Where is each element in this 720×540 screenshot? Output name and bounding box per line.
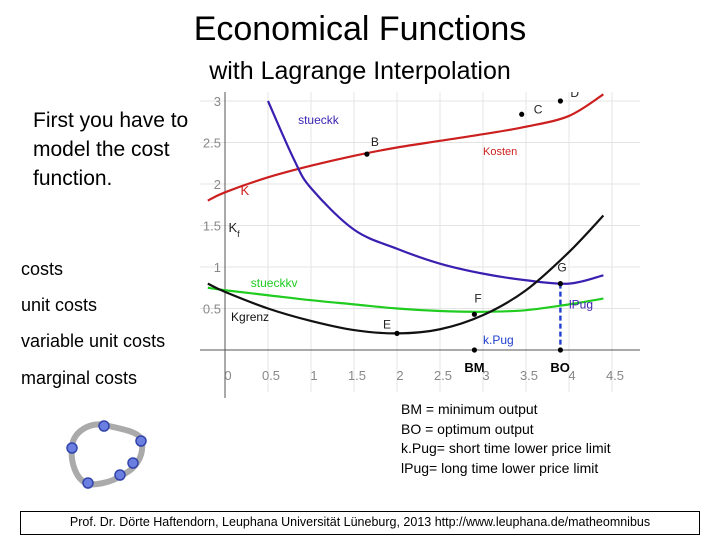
note-lpug: lPug= long time lower price limit	[401, 459, 599, 476]
note-bm: BM = minimum output	[401, 401, 538, 417]
x-tick-label: 0.5	[262, 368, 280, 383]
point-bo	[557, 347, 563, 353]
point-label-bo: BO	[550, 360, 570, 375]
note-bo: BO = optimum output	[401, 420, 534, 437]
point-label-f: F	[474, 291, 481, 305]
x-tick-label: 1.5	[348, 368, 366, 383]
point-label-bm: BM	[464, 360, 484, 375]
x-tick-label: 0	[224, 368, 231, 383]
note-kpug: k.Pug= short time lower price limit	[401, 440, 611, 456]
point-label-d: D	[570, 92, 579, 100]
y-tick-label: 1.5	[203, 219, 221, 234]
y-tick-label: 0.5	[203, 302, 221, 317]
legend-variable-unit-costs: variable unit costs	[21, 331, 166, 351]
x-tick-label: 3.5	[520, 368, 538, 383]
point-c	[519, 111, 525, 117]
y-tick-label: 3	[214, 94, 221, 109]
legend-costs: costs	[21, 259, 64, 279]
x-tick-label: 2.5	[434, 368, 452, 383]
x-tick-label: 4.5	[606, 368, 624, 383]
point-label-b: B	[371, 135, 379, 149]
curve-label-k: K	[240, 183, 249, 198]
curve-label-kpug: k.Pug	[483, 333, 514, 347]
x-tick-label: 2	[396, 368, 403, 383]
point-label-g: G	[557, 261, 566, 275]
abbreviation-notes: BM = minimum output BO = optimum output …	[401, 400, 611, 478]
x-tick-label: 4	[568, 368, 575, 383]
point-bm	[471, 347, 477, 353]
series-kosten	[207, 93, 604, 202]
point-e	[394, 330, 400, 336]
y-tick-label: 1	[214, 260, 221, 275]
curve-label-stueckkv: stueckkv	[251, 276, 298, 290]
footer-credit: Prof. Dr. Dörte Haftendorn, Leuphana Uni…	[20, 511, 700, 535]
legend-unit-costs: unit costs	[21, 295, 98, 315]
curve-label-kf: Kf	[228, 220, 240, 239]
curve-label-lpug: lPug	[569, 298, 593, 312]
point-g	[557, 281, 563, 287]
y-tick-label: 2.5	[203, 136, 221, 151]
x-tick-label: 1	[310, 368, 317, 383]
slide-title: Economical Functions	[193, 10, 527, 48]
series-stueckk	[266, 100, 604, 285]
point-label-c: C	[534, 102, 543, 116]
curve-label-stueckk: stueckk	[298, 113, 340, 127]
point-b	[364, 151, 370, 157]
cost-functions-chart: 0 0.5 1 1.5 2 2.5 3 3.5 4 4.5 0.5 1 1.5 2 2.5 3 B C D E F G B…	[200, 92, 640, 398]
point-d	[557, 98, 563, 104]
point-f	[471, 311, 477, 317]
interpolation-logo-icon	[66, 420, 147, 489]
intro-text: First you have to model the cost functio…	[33, 109, 189, 190]
series-stueckkv	[207, 286, 604, 313]
curve-label-kgrenz: Kgrenz	[231, 310, 269, 324]
y-tick-label: 2	[214, 177, 221, 192]
point-label-e: E	[383, 317, 391, 331]
slide-subtitle: with Lagrange Interpolation	[209, 57, 511, 85]
legend-marginal-costs: marginal costs	[21, 368, 138, 388]
curve-label-kosten: Kosten	[483, 146, 517, 158]
x-tick-label: 3	[482, 368, 489, 383]
